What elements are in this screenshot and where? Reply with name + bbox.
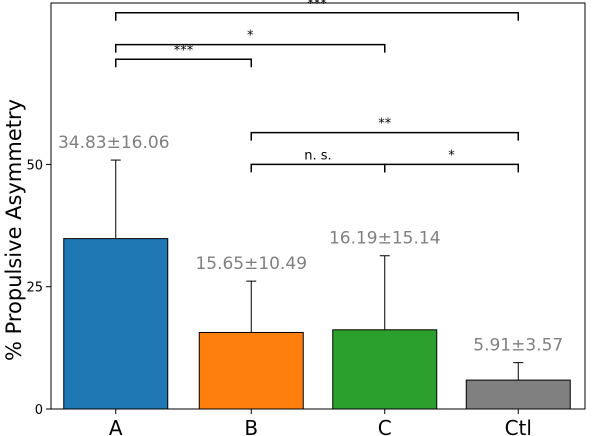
x-tick-label: Ctl <box>505 416 532 436</box>
y-tick-label: 0 <box>35 403 43 418</box>
significance-bracket <box>250 163 386 173</box>
bar-value-label: 15.65±10.49 <box>195 254 307 274</box>
y-axis-label: % Propulsive Asymmetry <box>2 99 26 361</box>
x-tick-label: A <box>109 416 123 436</box>
significance-label: n. s. <box>304 148 331 163</box>
plot-frame <box>50 2 586 410</box>
y-tick-label: 50 <box>26 158 43 173</box>
bar-a <box>63 238 169 410</box>
bar-ctl <box>465 379 571 410</box>
bar-b <box>198 331 304 410</box>
significance-bracket <box>115 12 519 21</box>
significance-label: * <box>448 148 455 163</box>
significance-bracket <box>115 43 386 53</box>
bar-value-label: 16.19±15.14 <box>329 229 441 249</box>
significance-bracket <box>250 131 519 141</box>
significance-bracket <box>115 58 252 68</box>
significance-label: ** <box>378 117 392 132</box>
x-tick-label: B <box>244 416 258 436</box>
significance-bracket <box>384 163 519 173</box>
significance-label: *** <box>307 0 327 12</box>
significance-label: *** <box>174 43 194 58</box>
bar-value-label: 5.91±3.57 <box>473 336 563 356</box>
x-tick-label: C <box>378 416 392 436</box>
y-tick-label: 25 <box>26 281 43 296</box>
bar-c <box>332 329 438 410</box>
significance-label: * <box>247 29 254 44</box>
plot-area: 0 25 50 34.83±16.06 A 15.65±10.49 B 16.19±15.14… <box>26 0 586 436</box>
bar-value-label: 34.83±16.06 <box>58 133 170 153</box>
